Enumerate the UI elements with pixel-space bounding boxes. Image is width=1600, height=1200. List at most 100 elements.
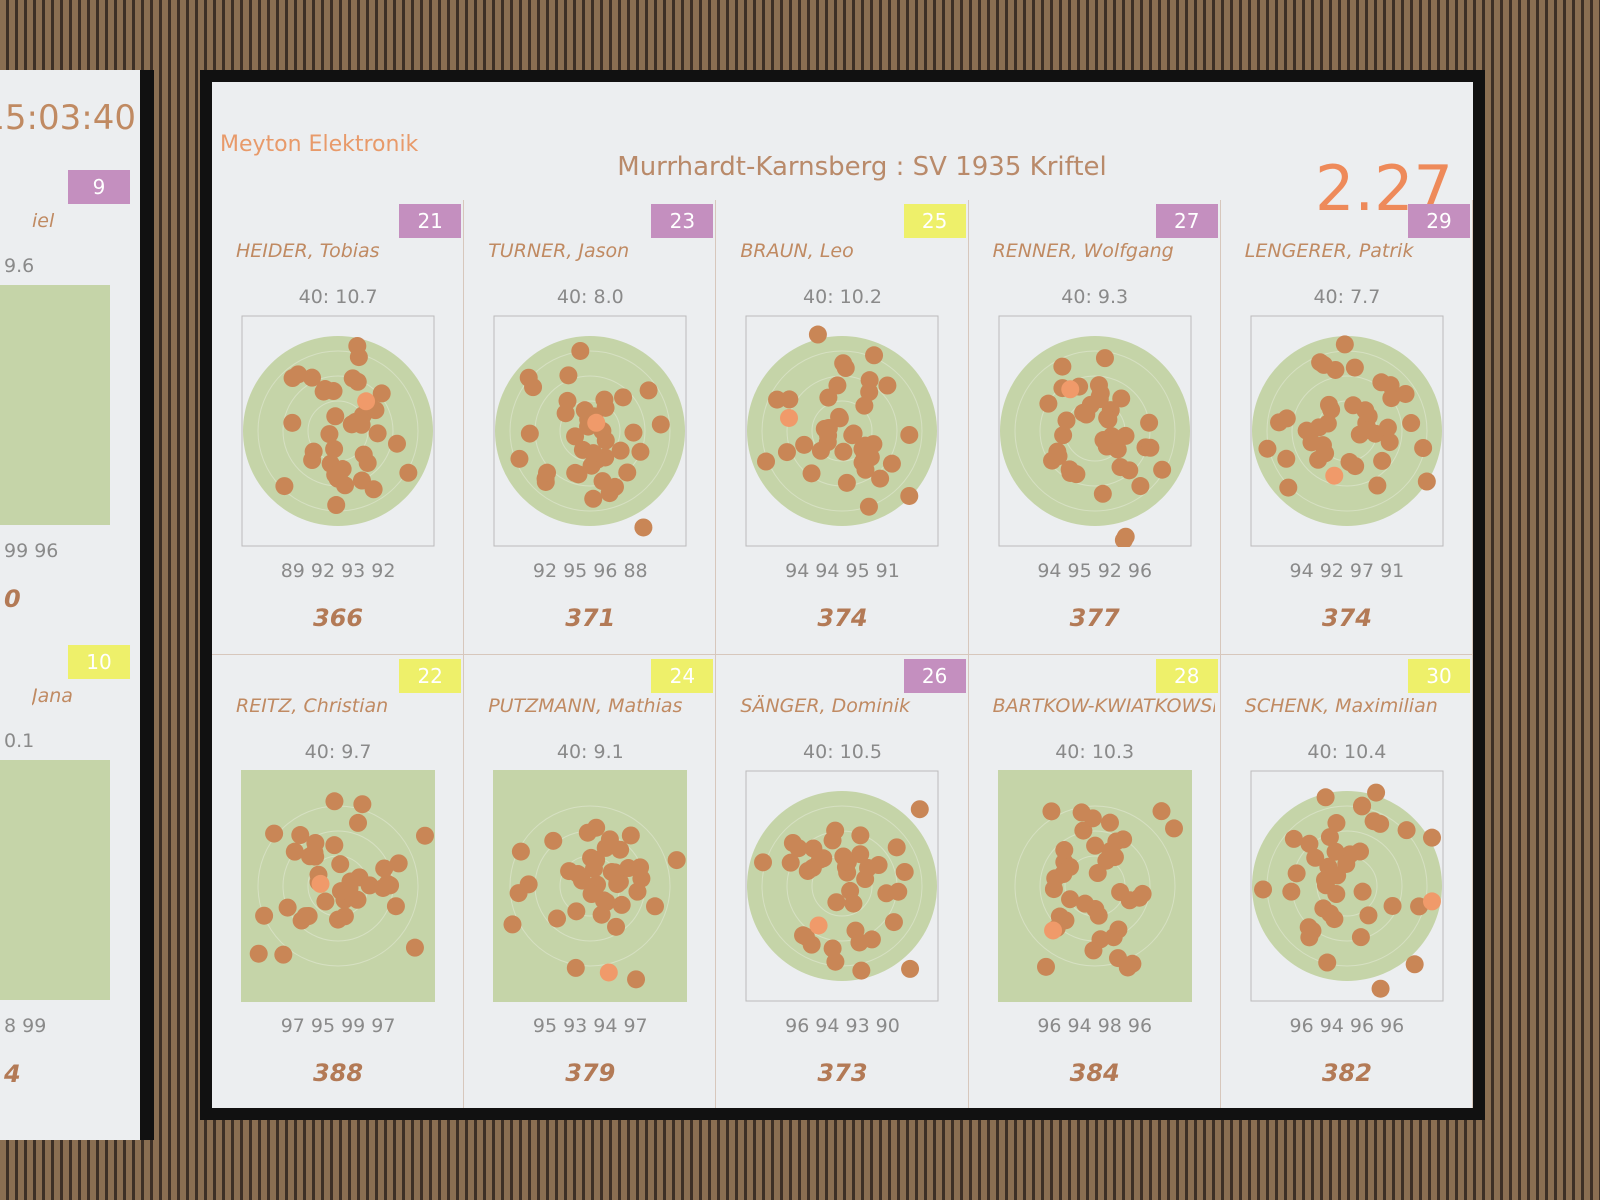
shot-hole <box>834 442 853 461</box>
shot-hole <box>1164 819 1183 838</box>
shot-hole <box>1372 373 1391 392</box>
shot-hole <box>1277 449 1296 468</box>
shot-hole <box>249 944 268 963</box>
clock: 15:03:40 <box>0 98 136 138</box>
shot-hole <box>311 874 330 893</box>
shot-hole <box>859 858 878 877</box>
shot-hole <box>387 897 406 916</box>
shot-hole <box>289 365 308 384</box>
shot-hole <box>571 341 590 360</box>
shot: 40: 10.4 <box>1307 741 1387 763</box>
shot-hole <box>1396 384 1415 403</box>
shot-hole <box>1048 442 1067 461</box>
series-score: 94 <box>1037 560 1062 582</box>
shot-hole <box>358 453 377 472</box>
shot-hole <box>348 890 367 909</box>
shot-hole <box>1060 380 1079 399</box>
shot-hole <box>335 907 354 926</box>
shot-hole <box>1105 848 1124 867</box>
name: REITZ, Christian <box>236 695 389 717</box>
series-score: 96 <box>1127 1015 1153 1037</box>
series: 96 94 98 96 <box>969 1015 1220 1037</box>
target-frame <box>998 315 1192 547</box>
shot-hole <box>611 840 630 859</box>
shot-hole <box>303 368 322 387</box>
shot-hole <box>608 875 627 894</box>
total: 374 <box>817 604 868 632</box>
shot-hole <box>1300 834 1319 853</box>
shot-hole <box>1353 882 1372 901</box>
shot-hole <box>652 415 671 434</box>
shot-hole <box>597 893 616 912</box>
shot: 40: 9.7 <box>304 741 372 763</box>
shot-hole <box>1141 438 1160 457</box>
badge: 25 <box>903 204 966 238</box>
total: 371 <box>565 604 616 632</box>
shot-hole <box>860 497 879 516</box>
shot-hole <box>1326 842 1345 861</box>
shot-hole <box>1422 828 1441 847</box>
shot-hole <box>1072 803 1091 822</box>
shot-hole <box>1314 899 1333 918</box>
series: 92 95 96 88 <box>464 560 715 582</box>
shot: 40: 8.0 <box>556 286 624 308</box>
shot-hole <box>896 862 915 881</box>
target-face <box>1251 791 1442 981</box>
shot-hole <box>1060 890 1079 909</box>
shot-hole <box>1036 957 1055 976</box>
badge: 24 <box>651 659 714 693</box>
shot-hole <box>883 454 902 473</box>
series-score: 95 <box>1067 560 1092 582</box>
total: 379 <box>565 1059 616 1087</box>
shot-hole <box>639 381 658 400</box>
shot-hole <box>1053 426 1072 445</box>
total: 388 <box>313 1059 364 1087</box>
shot-hole <box>1074 821 1093 840</box>
shot-hole <box>1322 400 1341 419</box>
shot-hole <box>627 970 646 989</box>
brand: Meyton Elektronik <box>220 132 419 157</box>
shot-hole <box>1057 411 1076 430</box>
shot-hole <box>1327 814 1346 833</box>
total: 382 <box>1321 1059 1372 1087</box>
badge: 30 <box>1407 659 1470 693</box>
shot-hole <box>1315 870 1334 889</box>
shot-hole <box>349 348 368 367</box>
series-score: 93 <box>845 1015 870 1037</box>
shot-hole <box>331 462 350 481</box>
badge: 9 <box>68 170 130 204</box>
shooter-cell: 21 HEIDER, Tobias 40: 10.7 89 92 93 92 366 <box>212 200 465 655</box>
shot-hole <box>834 354 853 373</box>
shooter-cell: 27 RENNER, Wolfgang 40: 9.3 94 95 92 96 377 <box>968 200 1221 655</box>
shot-hole <box>844 894 863 913</box>
shot-hole <box>1089 376 1108 395</box>
shot-hole <box>1380 433 1399 452</box>
shot-hole <box>1422 892 1441 911</box>
shot-hole <box>614 388 633 407</box>
series-score: 96 <box>1289 1015 1314 1037</box>
name: BARTKOW-KWIATKOWSKI <box>992 695 1215 717</box>
shot-hole <box>1073 403 1092 422</box>
target <box>493 770 688 1002</box>
shot-hole <box>1053 357 1072 376</box>
shot-hole <box>372 384 391 403</box>
shot-hole <box>819 388 838 407</box>
shot-hole <box>368 424 387 443</box>
shot-hole <box>1373 451 1392 470</box>
shot-hole <box>1152 460 1171 479</box>
shot-hole <box>1378 418 1397 437</box>
series-score: 96 <box>1127 560 1153 582</box>
shot-hole <box>1414 439 1433 458</box>
shot-hole <box>593 472 612 491</box>
shot-hole <box>1364 812 1383 831</box>
target <box>745 315 939 547</box>
target <box>1250 770 1444 1002</box>
series-score: 94 <box>785 560 810 582</box>
side-screen: 15:03:40 9 iel 9.6 99 96 0 10 Jana 0.1 8 99 4 <box>0 70 154 1140</box>
shot-hole <box>567 958 586 977</box>
series-score: 95 <box>532 1015 558 1037</box>
shot-hole <box>911 800 930 819</box>
name: SCHENK, Maximilian <box>1244 695 1438 717</box>
shot-hole <box>378 874 397 893</box>
shot-hole <box>316 892 335 911</box>
